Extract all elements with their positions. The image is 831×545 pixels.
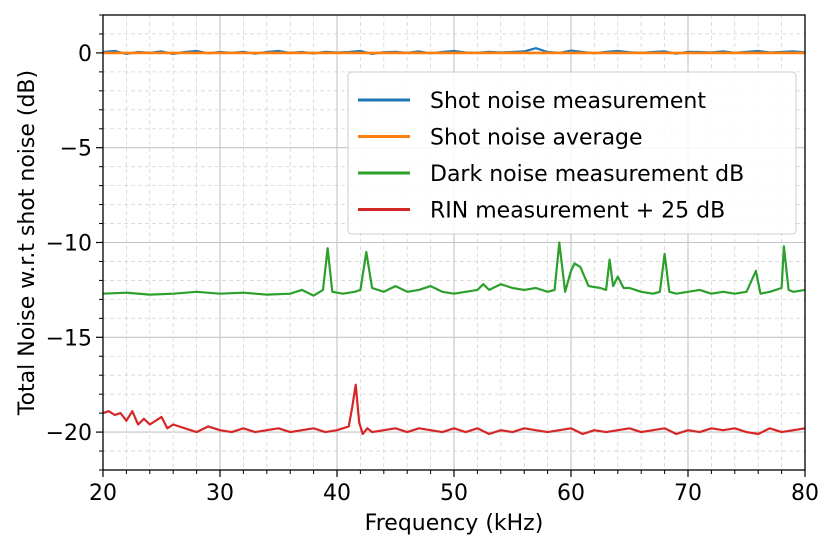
x-tick-label: 20 — [89, 481, 117, 506]
x-tick-label: 70 — [674, 481, 702, 506]
legend-label: RIN measurement + 25 dB — [430, 199, 725, 224]
series-layer — [102, 47, 806, 436]
series-line-3 — [102, 383, 806, 436]
x-tick-label: 40 — [323, 481, 351, 506]
x-tick-label: 30 — [206, 481, 234, 506]
legend-label: Shot noise measurement — [430, 89, 706, 114]
y-tick-label: −20 — [46, 421, 92, 446]
y-tick-label: −10 — [46, 232, 92, 257]
y-tick-label: 0 — [78, 42, 92, 67]
legend-box — [347, 71, 797, 235]
legend: Shot noise measurement Shot noise average… — [347, 71, 797, 235]
x-tick-label: 80 — [791, 481, 819, 506]
legend-label: Dark noise measurement dB — [430, 162, 744, 187]
x-tick-label: 60 — [557, 481, 585, 506]
y-tick-label: −15 — [46, 326, 92, 351]
series-line-2 — [102, 241, 806, 297]
x-axis-label: Frequency (kHz) — [365, 511, 544, 536]
legend-label: Shot noise average — [430, 126, 643, 151]
y-tick-label: −5 — [60, 137, 92, 162]
ticks: 20 30 40 50 60 70 80 0 −5 −10 −15 −20 — [46, 14, 819, 506]
y-axis-label: Total Noise w.r.t shot noise (dB) — [15, 70, 40, 416]
x-tick-label: 50 — [440, 481, 468, 506]
